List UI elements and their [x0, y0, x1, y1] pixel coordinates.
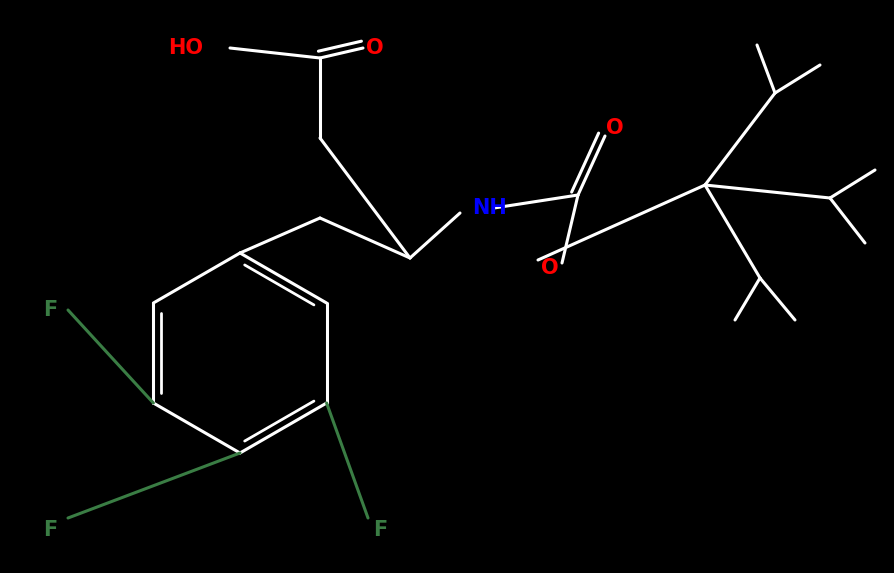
Text: F: F — [43, 520, 57, 540]
Text: F: F — [373, 520, 387, 540]
Text: F: F — [43, 300, 57, 320]
Text: O: O — [605, 118, 623, 138]
Text: HO: HO — [168, 38, 203, 58]
Text: O: O — [366, 38, 384, 58]
Text: O: O — [541, 258, 558, 278]
Text: NH: NH — [471, 198, 506, 218]
